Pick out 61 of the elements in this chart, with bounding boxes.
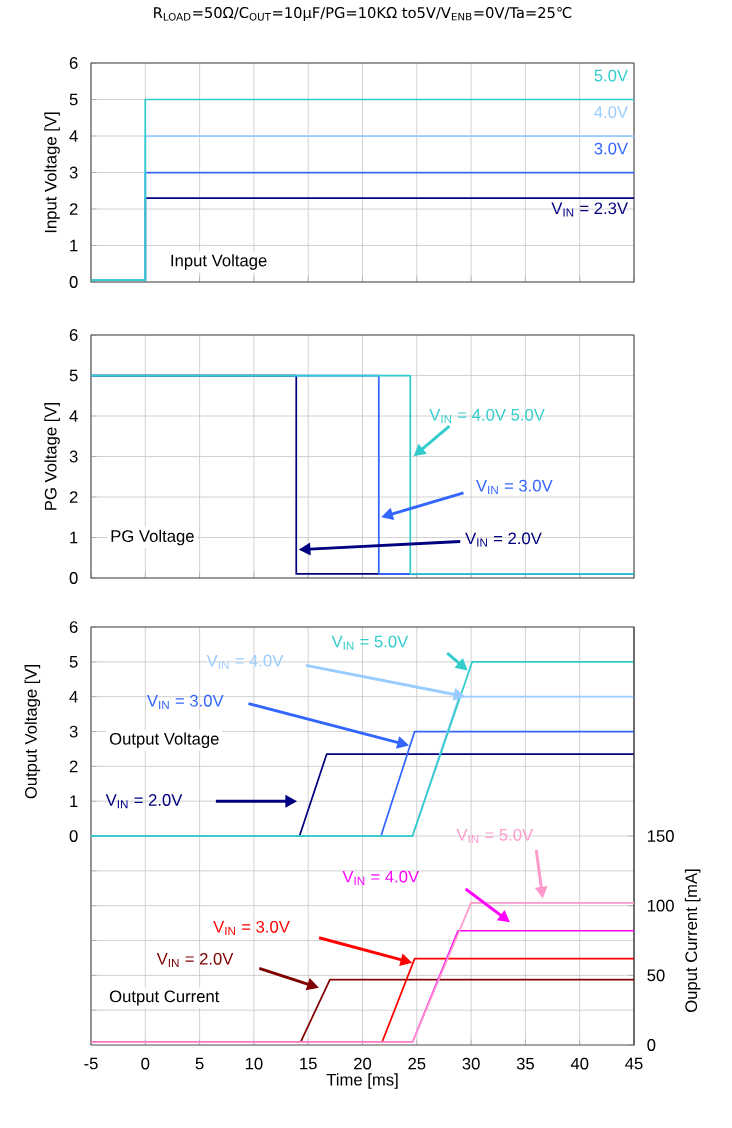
- x-tick-label: 5: [195, 1057, 204, 1070]
- series-label: V$_{IN}$ = 2.3V: [551, 202, 628, 217]
- annotation: PG Voltage: [111, 529, 194, 546]
- y-axis-title: Input Voltage [V]: [44, 112, 60, 233]
- y-axis-title: PG Voltage [V]: [44, 403, 60, 510]
- y-tick-label: 0: [69, 572, 78, 584]
- series-label: 3.0V: [594, 142, 628, 155]
- y-tick-label: 5: [69, 656, 78, 668]
- y-tick-label: 5: [69, 369, 78, 382]
- x-tick-label: 10: [245, 1057, 263, 1070]
- text: V$_{IN}$ = 2.0V: [156, 952, 234, 968]
- text: V$_{IN}$ = 4.0V: [206, 654, 284, 669]
- text: V$_{IN}$ = 3.0V: [476, 479, 553, 494]
- y-tick-label: 4: [69, 690, 78, 703]
- series-label: 5.0V: [594, 69, 628, 82]
- chart-title: R$_{LOAD}$=50Ω/C$_{OUT}$=10μF/PG=10KΩ to5V/V$_{ENB}$=0V/Ta=25℃: [154, 7, 572, 21]
- y2-tick-label: 50: [647, 969, 665, 982]
- series-label: V$_{IN}$ = 2.0V: [465, 532, 542, 547]
- y-tick-label: 1: [70, 239, 78, 252]
- y2-axis-title: Ouput Current [mA]: [684, 869, 701, 1012]
- y-tick-label: 3: [69, 450, 78, 463]
- y-tick-label: 0: [69, 276, 78, 288]
- y-tick-label: 0: [69, 830, 78, 842]
- y-tick-label: 6: [69, 329, 78, 341]
- text: V$_{IN}$ = 5.0V: [456, 828, 534, 844]
- x-tick-label: 15: [300, 1057, 317, 1070]
- x-tick-label: 35: [516, 1057, 534, 1070]
- x-tick-label: -5: [84, 1057, 98, 1070]
- y-axis-title: Output Voltage [V]: [24, 665, 41, 799]
- x-tick-label: 40: [570, 1057, 589, 1070]
- y-tick-label: 2: [69, 760, 78, 773]
- y-tick-label: 1: [70, 531, 78, 544]
- series-label: 4.0V: [594, 106, 628, 118]
- annotation: Output Voltage: [109, 732, 219, 748]
- y-tick-label: 4: [69, 130, 78, 142]
- x-tick-label: 20: [354, 1057, 372, 1070]
- legend-label: V$_{IN}$ = 2.0V: [105, 794, 183, 809]
- y2-tick-label: 100: [647, 899, 674, 912]
- y-tick-label: 3: [69, 166, 78, 179]
- y-tick-label: 5: [69, 93, 78, 106]
- text: V$_{IN}$ = 3.0V: [146, 694, 224, 709]
- x-tick-label: 45: [625, 1057, 643, 1070]
- annotation: Input Voltage: [171, 254, 267, 270]
- y-tick-label: 6: [69, 57, 78, 69]
- x-axis-title: Time [ms]: [326, 1073, 398, 1089]
- y-tick-label: 1: [70, 795, 78, 807]
- x-tick-label: 30: [462, 1057, 480, 1070]
- text: V$_{IN}$ = 3.0V: [213, 920, 290, 936]
- y-tick-label: 3: [69, 725, 78, 738]
- y2-tick-label: 0: [647, 1039, 656, 1051]
- y-tick-label: 2: [69, 491, 78, 503]
- x-tick-label: 0: [141, 1057, 150, 1070]
- y-tick-label: 6: [69, 621, 78, 633]
- text: V$_{IN}$ = 5.0V: [331, 635, 409, 650]
- series-label: V$_{IN}$ = 4.0V 5.0V: [429, 408, 545, 424]
- text: V$_{IN}$ = 4.0V: [342, 870, 420, 885]
- y-tick-label: 4: [69, 410, 78, 422]
- y-tick-label: 2: [69, 203, 78, 215]
- x-tick-label: 25: [408, 1057, 426, 1070]
- y2-tick-label: 150: [647, 830, 674, 842]
- annotation: Output Current: [109, 990, 220, 1006]
